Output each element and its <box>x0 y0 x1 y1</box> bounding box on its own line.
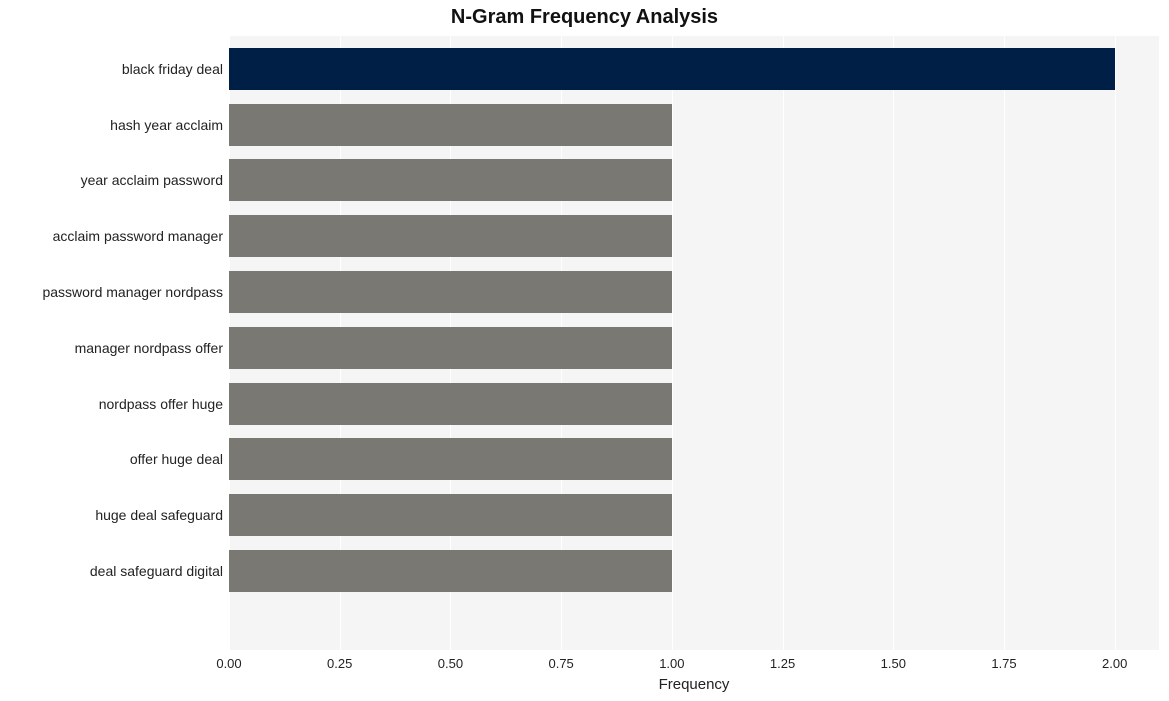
x-tick-label: 0.00 <box>216 656 241 671</box>
x-gridline <box>1115 36 1116 650</box>
bar <box>229 550 672 592</box>
x-tick-label: 1.25 <box>770 656 795 671</box>
x-gridline <box>1004 36 1005 650</box>
bar <box>229 215 672 257</box>
bar <box>229 159 672 201</box>
y-tick-label: deal safeguard digital <box>4 563 223 579</box>
bar <box>229 327 672 369</box>
bar <box>229 494 672 536</box>
x-gridline <box>783 36 784 650</box>
x-gridline <box>893 36 894 650</box>
y-tick-label: offer huge deal <box>4 451 223 467</box>
plot-area <box>229 36 1159 650</box>
y-tick-label: password manager nordpass <box>4 284 223 300</box>
x-tick-label: 0.25 <box>327 656 352 671</box>
x-axis-label: Frequency <box>229 676 1159 693</box>
y-tick-label: manager nordpass offer <box>4 340 223 356</box>
bar <box>229 271 672 313</box>
x-tick-label: 1.75 <box>991 656 1016 671</box>
chart-title: N-Gram Frequency Analysis <box>0 6 1169 29</box>
y-tick-label: hash year acclaim <box>4 117 223 133</box>
bar <box>229 48 1115 90</box>
x-tick-label: 0.50 <box>438 656 463 671</box>
y-tick-label: year acclaim password <box>4 172 223 188</box>
x-tick-label: 0.75 <box>548 656 573 671</box>
x-tick-label: 1.50 <box>881 656 906 671</box>
ngram-frequency-chart: N-Gram Frequency Analysis Frequency blac… <box>0 0 1169 701</box>
y-tick-label: black friday deal <box>4 61 223 77</box>
y-tick-label: nordpass offer huge <box>4 396 223 412</box>
bar <box>229 104 672 146</box>
y-tick-label: acclaim password manager <box>4 228 223 244</box>
x-tick-label: 1.00 <box>659 656 684 671</box>
x-gridline <box>672 36 673 650</box>
plot-bg-stripe <box>229 594 1159 650</box>
y-tick-label: huge deal safeguard <box>4 507 223 523</box>
x-tick-label: 2.00 <box>1102 656 1127 671</box>
bar <box>229 383 672 425</box>
bar <box>229 438 672 480</box>
